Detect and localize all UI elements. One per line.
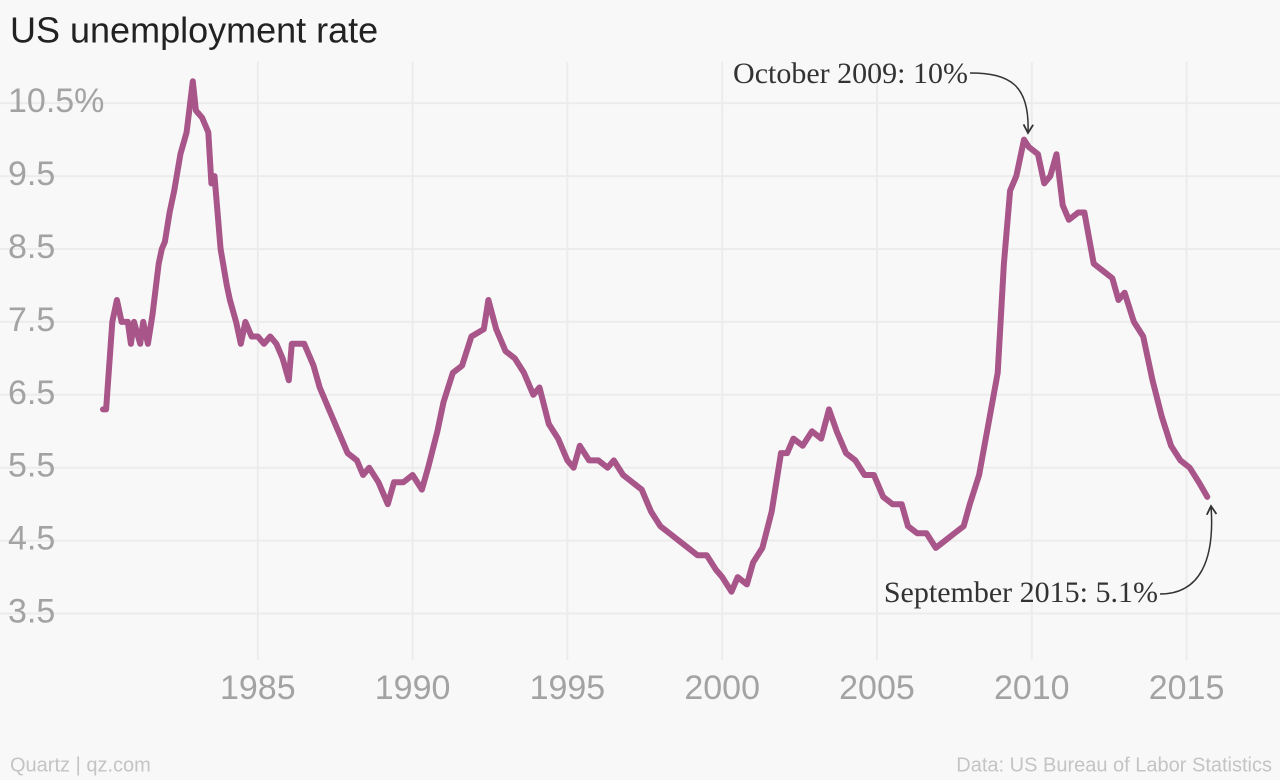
y-tick-label: 3.5 xyxy=(8,593,55,631)
y-tick-label: 7.5 xyxy=(8,301,55,339)
annotation-arrow xyxy=(1159,504,1218,595)
x-tick-label: 2005 xyxy=(839,669,915,707)
x-tick-label: 2010 xyxy=(994,669,1070,707)
y-tick-label: 10.5% xyxy=(8,82,104,120)
x-tick-label: 1985 xyxy=(220,669,296,707)
line xyxy=(100,78,1211,595)
y-tick-label: 5.5 xyxy=(8,447,55,485)
y-tick-label: 6.5 xyxy=(8,374,55,412)
annotation-arrow xyxy=(969,72,1034,135)
y-tick-label: 4.5 xyxy=(8,520,55,558)
chart-title: US unemployment rate xyxy=(10,10,378,51)
x-tick-label: 1995 xyxy=(530,669,606,707)
x-tick-label: 2000 xyxy=(684,669,760,707)
y-tick-label: 8.5 xyxy=(8,228,55,266)
annotation: September 2015: 5.1% xyxy=(884,576,1158,609)
y-tick-label: 9.5 xyxy=(8,155,55,193)
x-tick-label: 1990 xyxy=(375,669,451,707)
annotation: October 2009: 10% xyxy=(733,57,968,90)
x-tick-label: 2015 xyxy=(1149,669,1225,707)
source: Data: US Bureau of Labor Statistics xyxy=(956,754,1272,776)
credit: Quartz | qz.com xyxy=(10,754,151,776)
